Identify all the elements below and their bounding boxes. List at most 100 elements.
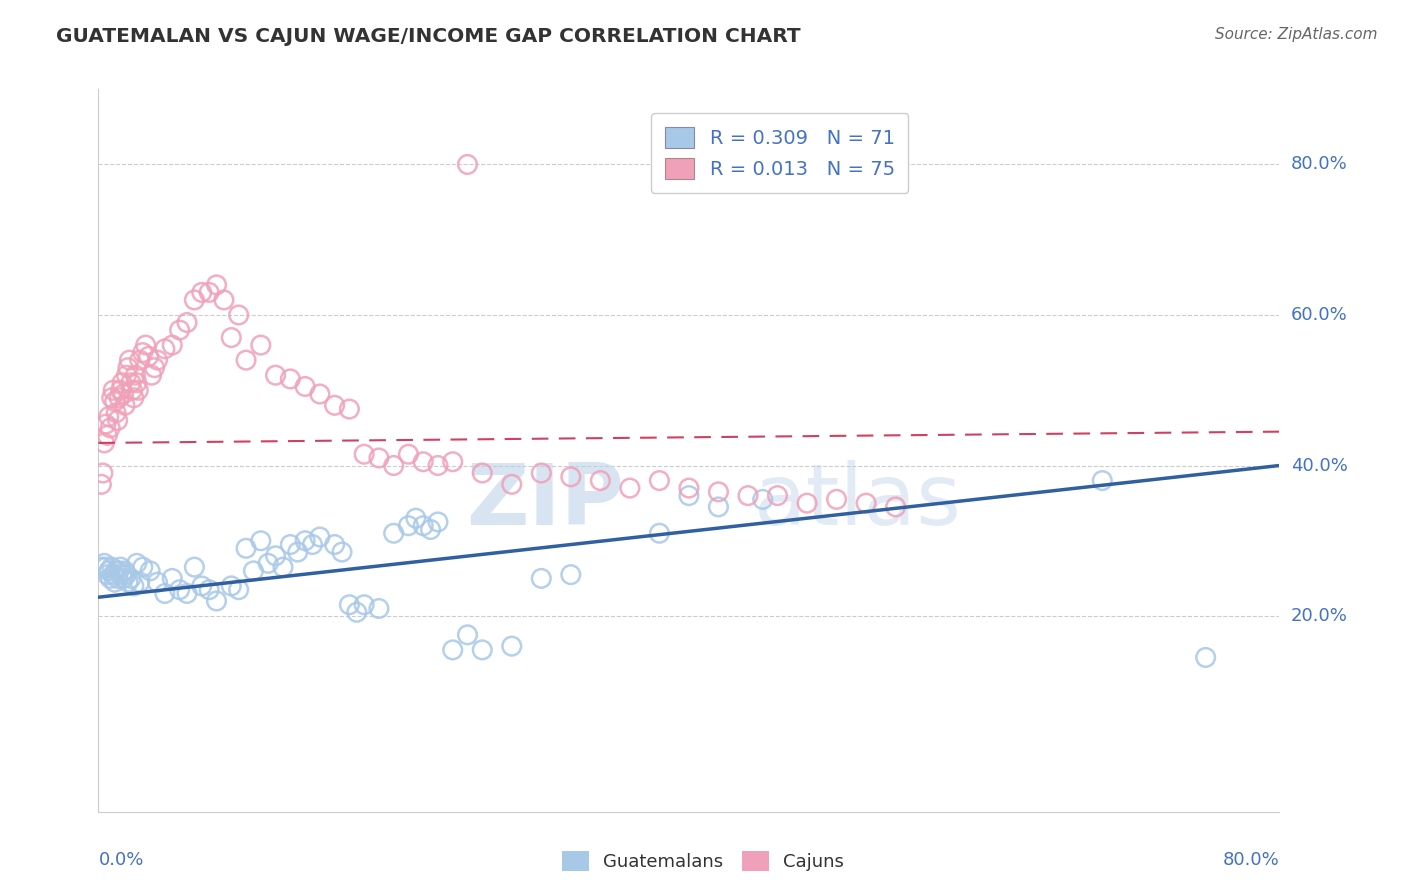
Point [884, 500, 907, 514]
Point [339, 402, 361, 417]
Point [212, 293, 235, 307]
Point [96, 428, 118, 442]
Point [707, 484, 730, 499]
Point [141, 368, 163, 383]
Point [855, 496, 877, 510]
Point [250, 533, 273, 548]
Point [368, 601, 391, 615]
Point [398, 447, 420, 461]
Point [264, 368, 287, 383]
Point [198, 285, 221, 300]
Point [105, 406, 128, 420]
Point [198, 582, 221, 597]
Point [382, 526, 405, 541]
Point [176, 316, 198, 330]
Point [91, 466, 114, 480]
Point [419, 523, 441, 537]
Legend: R = 0.309   N = 71, R = 0.013   N = 75: R = 0.309 N = 71, R = 0.013 N = 75 [651, 113, 908, 193]
Point [271, 560, 294, 574]
Point [169, 582, 191, 597]
Point [117, 360, 139, 375]
Point [1091, 474, 1114, 488]
Point [183, 560, 205, 574]
Point [110, 384, 132, 398]
Point [441, 455, 464, 469]
Point [183, 293, 205, 307]
Point [242, 564, 264, 578]
Point [108, 391, 131, 405]
Point [146, 353, 169, 368]
Point [287, 545, 309, 559]
Point [110, 560, 132, 574]
Point [135, 338, 157, 352]
Point [501, 477, 523, 491]
Point [128, 575, 150, 590]
Point [796, 496, 818, 510]
Text: 0.0%: 0.0% [98, 851, 143, 869]
Point [115, 567, 138, 582]
Text: 80.0%: 80.0% [1223, 851, 1279, 869]
Point [353, 598, 375, 612]
Point [501, 639, 523, 653]
Point [205, 594, 228, 608]
Point [530, 571, 553, 585]
Point [1195, 650, 1218, 665]
Point [228, 582, 250, 597]
Point [346, 605, 368, 619]
Point [132, 345, 155, 359]
Point [250, 338, 273, 352]
Point [139, 564, 162, 578]
Point [235, 541, 257, 556]
Text: 60.0%: 60.0% [1291, 306, 1347, 324]
Legend: Guatemalans, Cajuns: Guatemalans, Cajuns [555, 844, 851, 879]
Point [125, 376, 148, 390]
Point [111, 376, 134, 390]
Point [280, 537, 302, 551]
Point [678, 489, 700, 503]
Point [301, 537, 323, 551]
Point [560, 470, 582, 484]
Point [96, 567, 118, 582]
Point [405, 511, 427, 525]
Point [162, 571, 183, 585]
Point [132, 560, 155, 574]
Text: GUATEMALAN VS CAJUN WAGE/INCOME GAP CORRELATION CHART: GUATEMALAN VS CAJUN WAGE/INCOME GAP CORR… [56, 27, 801, 45]
Text: 20.0%: 20.0% [1291, 607, 1347, 625]
Point [766, 489, 789, 503]
Point [752, 492, 775, 507]
Point [114, 398, 136, 412]
Point [127, 384, 149, 398]
Point [122, 391, 145, 405]
Point [412, 518, 434, 533]
Point [143, 360, 166, 375]
Point [412, 455, 434, 469]
Point [264, 549, 287, 563]
Point [118, 353, 141, 368]
Point [100, 391, 122, 405]
Point [162, 338, 183, 352]
Point [125, 557, 148, 571]
Point [120, 376, 142, 390]
Point [100, 560, 122, 574]
Point [104, 575, 127, 590]
Point [97, 409, 120, 424]
Point [93, 436, 115, 450]
Point [107, 413, 129, 427]
Point [191, 579, 214, 593]
Point [153, 342, 176, 356]
Point [176, 586, 198, 600]
Point [90, 560, 112, 574]
Point [94, 417, 117, 431]
Point [530, 466, 553, 480]
Point [323, 537, 346, 551]
Point [427, 458, 450, 473]
Point [221, 579, 243, 593]
Point [124, 368, 146, 383]
Point [737, 489, 759, 503]
Point [471, 466, 494, 480]
Point [678, 481, 700, 495]
Text: Source: ZipAtlas.com: Source: ZipAtlas.com [1215, 27, 1378, 42]
Point [707, 500, 730, 514]
Point [619, 481, 641, 495]
Point [138, 350, 160, 364]
